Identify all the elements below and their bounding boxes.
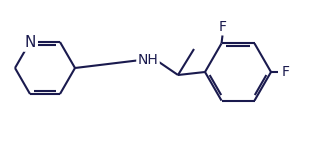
- Text: F: F: [282, 65, 290, 79]
- Text: NH: NH: [138, 53, 158, 67]
- Text: F: F: [219, 20, 227, 34]
- Text: N: N: [24, 34, 36, 50]
